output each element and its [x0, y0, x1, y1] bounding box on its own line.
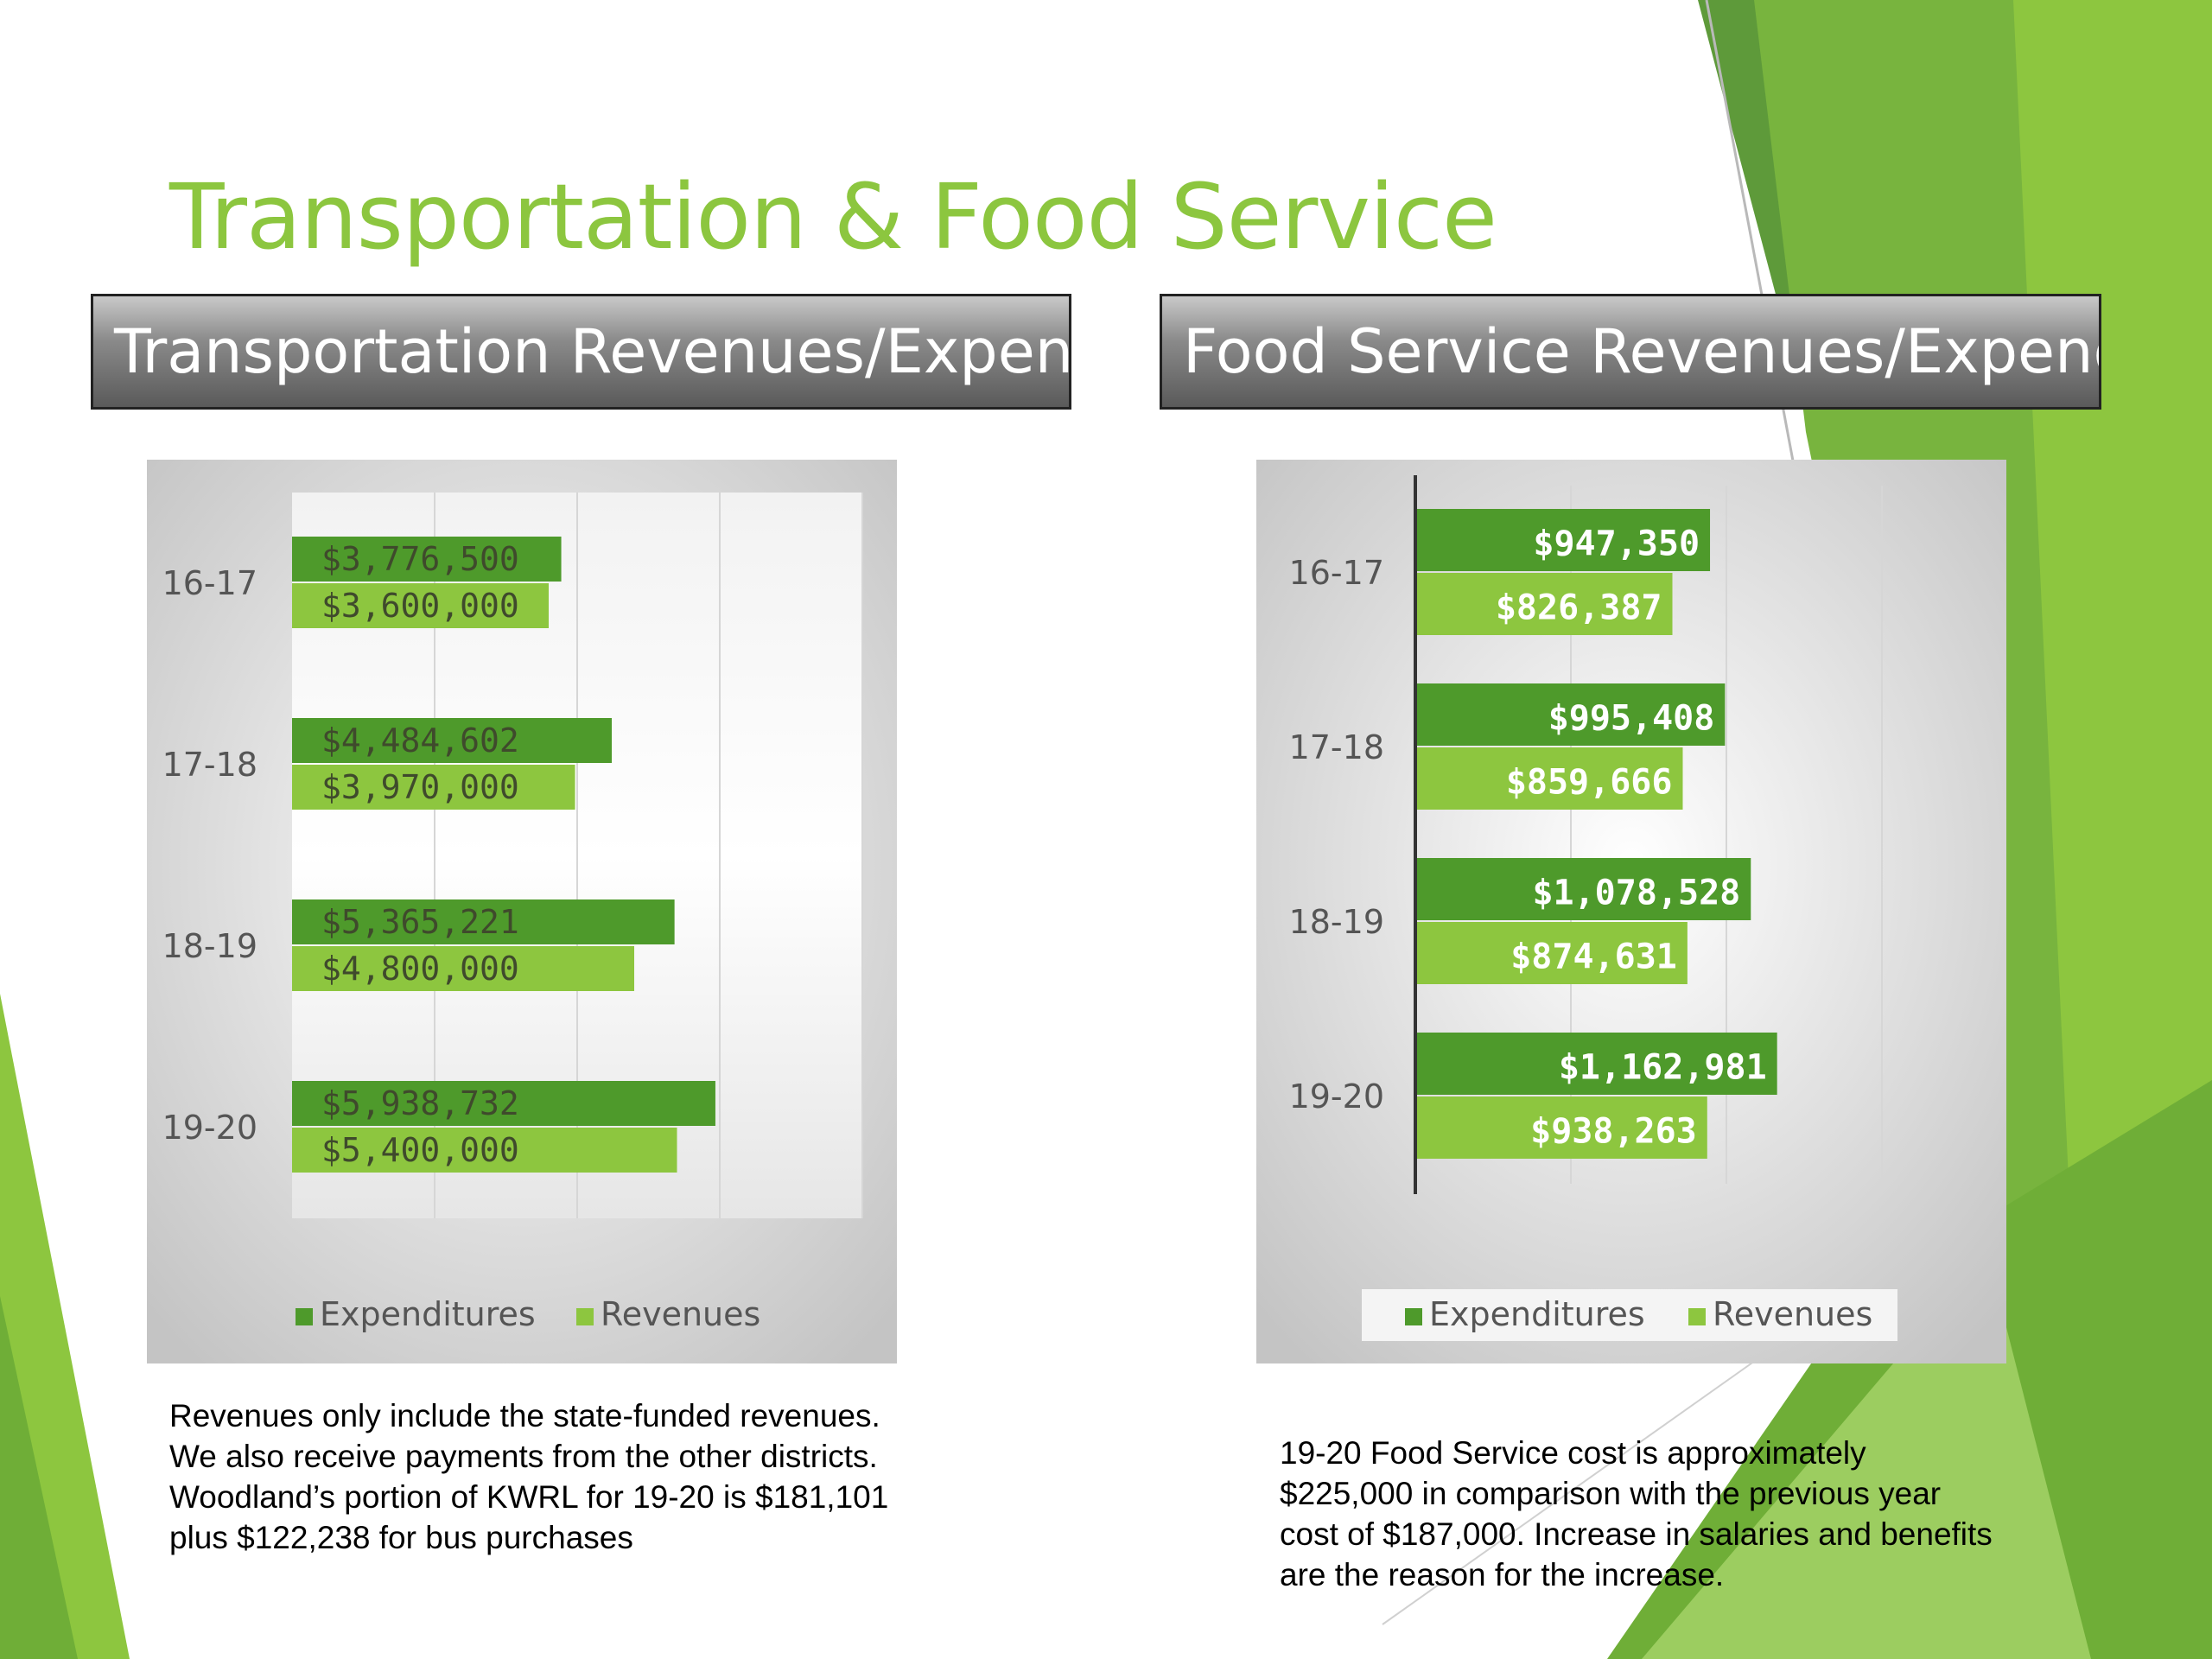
- legend-swatch: [576, 1308, 594, 1325]
- food-service-note: 19-20 Food Service cost is approximately…: [1280, 1435, 1993, 1592]
- bar-revenues: [292, 1128, 677, 1173]
- data-label: $995,408: [1548, 698, 1715, 738]
- bar-revenues: [1415, 922, 1688, 984]
- data-label: $947,350: [1533, 524, 1700, 563]
- bar-expenditures: [1415, 683, 1726, 746]
- transportation-header: Transportation Revenues/Expend: [91, 294, 1071, 410]
- bar-expenditures: [1415, 509, 1711, 571]
- bar-revenues: [292, 583, 549, 628]
- transportation-header-label: Transportation Revenues/Expend: [114, 316, 1071, 387]
- bar-revenues: [292, 946, 634, 991]
- bar-expenditures: [1415, 1033, 1777, 1095]
- bar-expenditures: [292, 537, 562, 582]
- facet-left-dark: [0, 1296, 78, 1659]
- data-label: $3,776,500: [321, 540, 519, 578]
- data-label: $1,162,981: [1559, 1047, 1767, 1087]
- data-label: $5,938,732: [321, 1084, 519, 1122]
- food-service-header: Food Service Revenues/Expend: [1160, 294, 2101, 410]
- legend-entry: Revenues: [1713, 1295, 1872, 1333]
- category-label: 16-17: [1289, 554, 1384, 592]
- legend-entry: Revenues: [601, 1295, 760, 1333]
- bar-expenditures: [292, 718, 612, 763]
- bar-expenditures: [292, 899, 675, 944]
- data-label: $5,400,000: [321, 1131, 519, 1169]
- chart-legend: Expenditures Revenues: [296, 1295, 760, 1333]
- legend-swatch: [296, 1308, 313, 1325]
- data-label: $3,970,000: [321, 768, 519, 806]
- bar-revenues: [1415, 573, 1673, 635]
- data-label: $5,365,221: [321, 903, 519, 941]
- food-service-chart: 16-17 $947,350 $826,387 17-18 $995,408 $859,6…: [1256, 460, 2006, 1363]
- chart-legend: Expenditures Revenues: [1362, 1289, 1897, 1341]
- food-service-header-label: Food Service Revenues/Expend: [1183, 316, 2101, 387]
- legend-entry: Expenditures: [1429, 1295, 1645, 1333]
- legend-box: [1362, 1289, 1897, 1341]
- slide-title: Transportation & Food Service: [169, 164, 1497, 270]
- bar-revenues: [292, 765, 575, 810]
- data-label: $1,078,528: [1532, 873, 1740, 912]
- category-label: 18-19: [162, 927, 257, 965]
- legend-swatch: [1405, 1308, 1422, 1325]
- data-label: $874,631: [1510, 937, 1677, 976]
- legend-entry: Expenditures: [320, 1295, 536, 1333]
- data-label: $4,800,000: [321, 950, 519, 988]
- data-label: $826,387: [1496, 588, 1662, 627]
- bar-revenues: [1415, 1096, 1707, 1159]
- category-label: 16-17: [162, 564, 257, 602]
- transportation-note: Revenues only include the state-funded r…: [169, 1398, 889, 1555]
- category-label: 17-18: [1289, 728, 1384, 766]
- data-label: $938,263: [1530, 1111, 1697, 1151]
- category-label: 19-20: [1289, 1077, 1384, 1116]
- bar-expenditures: [1415, 858, 1751, 920]
- category-label: 19-20: [162, 1109, 257, 1147]
- legend-swatch: [1688, 1308, 1706, 1325]
- category-label: 17-18: [162, 746, 257, 784]
- data-label: $4,484,602: [321, 721, 519, 760]
- transportation-chart: 16-17 $3,776,500 $3,600,000 17-18 $4,484,602…: [147, 460, 897, 1363]
- data-label: $859,666: [1506, 762, 1673, 802]
- bar-expenditures: [292, 1081, 715, 1126]
- data-label: $3,600,000: [321, 587, 519, 625]
- bar-revenues: [1415, 747, 1683, 810]
- category-label: 18-19: [1289, 903, 1384, 941]
